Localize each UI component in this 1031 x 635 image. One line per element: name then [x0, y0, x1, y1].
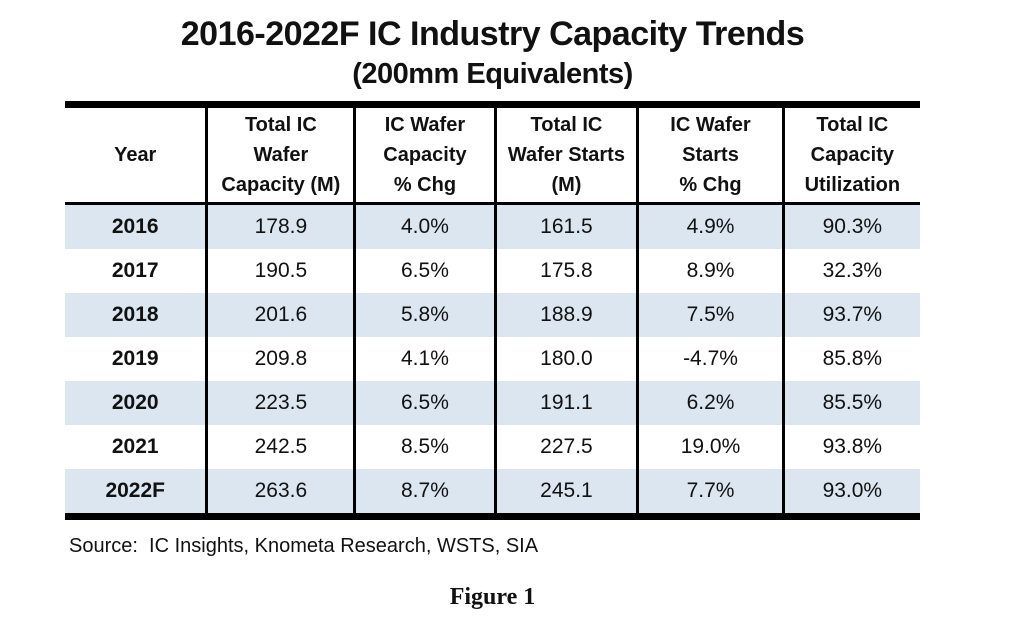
table-cell: 4.0% — [353, 203, 496, 250]
table-cell: 223.5 — [205, 381, 355, 426]
column-header-total-capacity: Total IC Wafer Capacity (M) — [205, 104, 355, 206]
table-cell: 85.5% — [781, 381, 920, 426]
column-header-utilization: Total IC Capacity Utilization — [781, 104, 920, 206]
year-cell: 2022F — [105, 479, 165, 503]
table-cell: 19.0% — [636, 425, 784, 470]
year-cell: 2016 — [111, 215, 159, 239]
table-cell: 4.9% — [636, 203, 784, 250]
table-cell: 93.8% — [781, 425, 920, 470]
table-row-2017: 2017 190.5 6.5% 175.8 8.9% 32.3% — [65, 249, 920, 294]
table-cell: 85.8% — [781, 337, 920, 382]
table-cell: 90.3% — [781, 203, 920, 250]
figure-caption: Figure 1 — [449, 584, 536, 611]
capacity-trends-table: Year Total IC Wafer Capacity (M) IC Wafe… — [65, 101, 920, 521]
table-cell: -4.7% — [636, 337, 784, 382]
table-row-2018: 2018 201.6 5.8% 188.9 7.5% 93.7% — [65, 293, 920, 338]
figure-subtitle: (200mm Equivalents) — [352, 58, 633, 91]
table-cell: 5.8% — [353, 293, 496, 338]
table-header-row: Year Total IC Wafer Capacity (M) IC Wafe… — [65, 104, 920, 206]
table-cell: 201.6 — [205, 293, 355, 338]
table-cell: 8.7% — [353, 469, 496, 517]
table-cell: 32.3% — [781, 249, 920, 294]
year-cell: 2017 — [111, 259, 159, 283]
table-cell: 175.8 — [493, 249, 638, 294]
column-header-capacity-chg: IC Wafer Capacity % Chg — [353, 104, 496, 206]
table-cell: 93.0% — [781, 469, 920, 517]
table-cell: 245.1 — [493, 469, 638, 517]
table-cell: 4.1% — [353, 337, 496, 382]
table-cell: 6.5% — [353, 249, 496, 294]
table-cell: 178.9 — [205, 203, 355, 250]
table-cell: 209.8 — [205, 337, 355, 382]
table-cell: 8.5% — [353, 425, 496, 470]
figure-content: 2016-2022F IC Industry Capacity Trends (… — [65, 0, 920, 611]
year-cell: 2020 — [111, 391, 159, 415]
table-cell: 8.9% — [636, 249, 784, 294]
table-row-2020: 2020 223.5 6.5% 191.1 6.2% 85.5% — [65, 381, 920, 426]
table-cell: 93.7% — [781, 293, 920, 338]
table-cell: 7.5% — [636, 293, 784, 338]
table-row-2016: 2016 178.9 4.0% 161.5 4.9% 90.3% — [65, 203, 920, 250]
year-cell: 2019 — [111, 347, 159, 371]
table-cell: 242.5 — [205, 425, 355, 470]
table-cell: 191.1 — [493, 381, 638, 426]
table-cell: 7.7% — [636, 469, 784, 517]
year-cell: 2021 — [111, 435, 159, 459]
table-cell: 263.6 — [205, 469, 355, 517]
year-cell: 2018 — [111, 303, 159, 327]
table-row-2019: 2019 209.8 4.1% 180.0 -4.7% 85.8% — [65, 337, 920, 382]
column-header-wafer-starts: Total IC Wafer Starts (M) — [493, 104, 638, 206]
table-cell: 6.5% — [353, 381, 496, 426]
figure-title: 2016-2022F IC Industry Capacity Trends — [180, 15, 805, 53]
column-header-year: Year — [65, 104, 207, 206]
table-row-2022f: 2022F 263.6 8.7% 245.1 7.7% 93.0% — [65, 469, 920, 517]
source-note: Source: IC Insights, Knometa Research, W… — [69, 535, 539, 558]
table-row-2021: 2021 242.5 8.5% 227.5 19.0% 93.8% — [65, 425, 920, 470]
table-cell: 188.9 — [493, 293, 638, 338]
table-cell: 6.2% — [636, 381, 784, 426]
table-cell: 180.0 — [493, 337, 638, 382]
table-cell: 227.5 — [493, 425, 638, 470]
table-cell: 161.5 — [493, 203, 638, 250]
column-header-starts-chg: IC Wafer Starts % Chg — [636, 104, 784, 206]
table-cell: 190.5 — [205, 249, 355, 294]
